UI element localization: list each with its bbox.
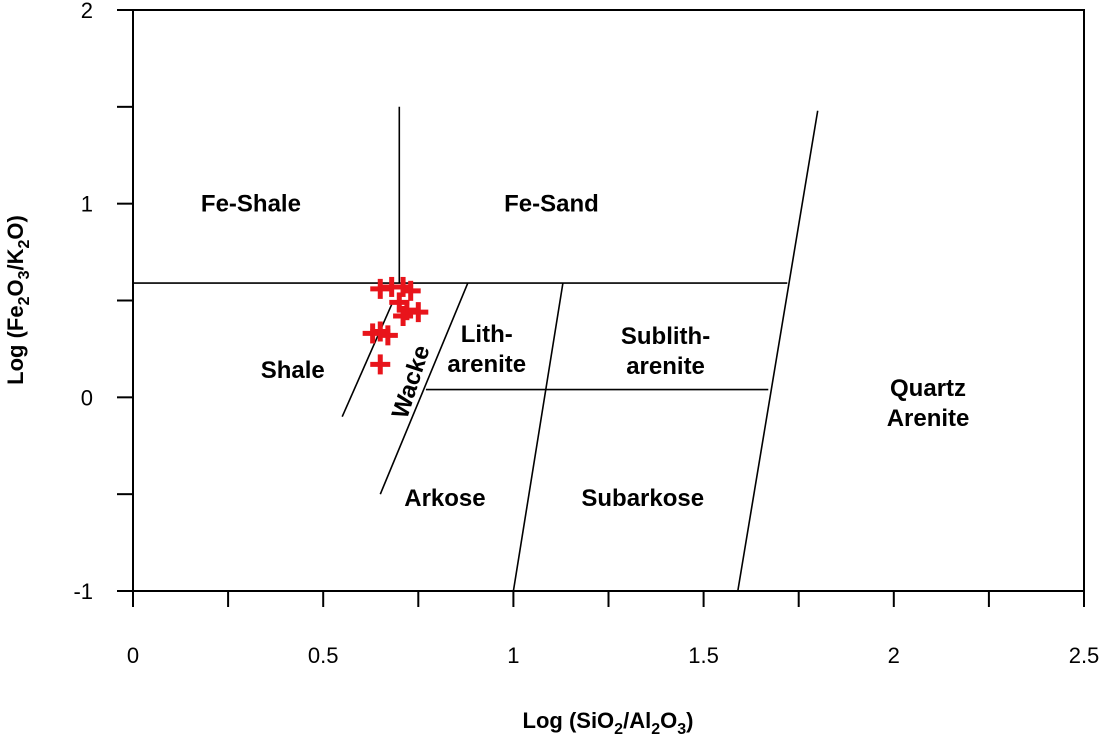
data-point bbox=[400, 280, 421, 301]
field-boundaries bbox=[133, 106, 819, 592]
field-label-shale: Shale bbox=[261, 357, 325, 384]
x-tick-label: 1.5 bbox=[688, 643, 719, 668]
x-tick-label: 0.5 bbox=[308, 643, 339, 668]
field-labels: Fe-Shale Fe-Sand Shale Lith-arenite Sublith-… bbox=[201, 191, 969, 512]
boundary-shale-wacke-boundary bbox=[341, 304, 393, 418]
x-axis-title: Log (SiO2/Al2O3) bbox=[523, 708, 694, 738]
field-label-arkose: Arkose bbox=[404, 485, 485, 512]
y-tick-label: -1 bbox=[73, 579, 93, 604]
boundary-litharenite-sublitharenite-boundary bbox=[512, 282, 564, 592]
field-label-sublith-arenite: Sublith-arenite bbox=[621, 323, 710, 380]
data-point bbox=[408, 302, 429, 323]
field-label-subarkose: Subarkose bbox=[581, 485, 704, 512]
field-label-quartz-arenite: Quartz Arenite bbox=[887, 375, 970, 432]
y-axis-title: Log (Fe2O3/K2O) bbox=[3, 215, 33, 385]
data-point bbox=[377, 325, 398, 346]
x-tick-label: 2 bbox=[888, 643, 900, 668]
field-label-fe-sand: Fe-Sand bbox=[504, 191, 599, 218]
y-tick-label: 0 bbox=[81, 385, 93, 410]
y-tick-label: 2 bbox=[81, 0, 93, 23]
data-point bbox=[393, 305, 414, 326]
x-tick-label: 0 bbox=[127, 643, 139, 668]
data-point bbox=[370, 354, 391, 375]
boundary-wacke-arenite-boundary bbox=[379, 282, 469, 495]
field-label-wacke: Wacke bbox=[387, 342, 436, 422]
x-tick-label: 2.5 bbox=[1069, 643, 1100, 668]
boundary-quartz-arenite-boundary bbox=[737, 110, 819, 592]
axis-ticks: 0 0.5 1 1.5 2 2.5 -1 0 1 2 bbox=[73, 0, 1099, 668]
field-label-lith-arenite: Lith-arenite bbox=[447, 321, 526, 378]
field-label-fe-shale: Fe-Shale bbox=[201, 191, 301, 218]
y-tick-label: 1 bbox=[81, 192, 93, 217]
data-points bbox=[362, 276, 429, 375]
x-tick-label: 1 bbox=[507, 643, 519, 668]
